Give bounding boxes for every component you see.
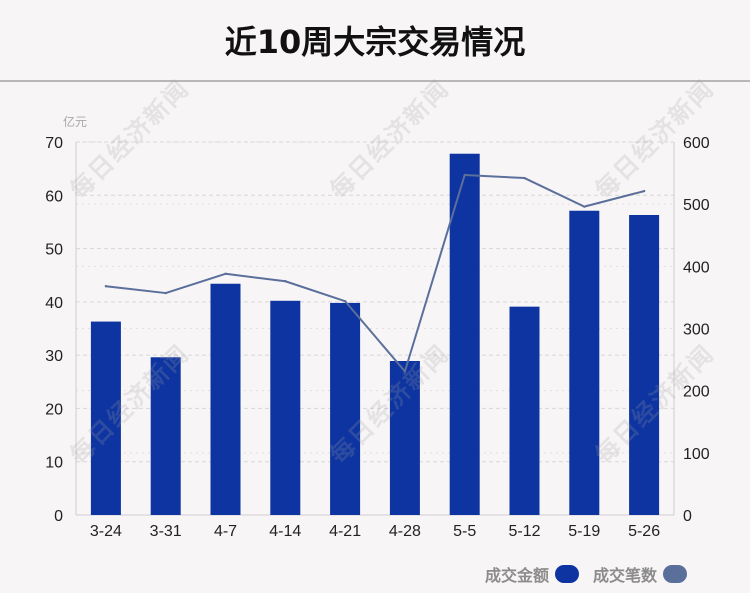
x-tick-label: 4-7	[214, 523, 237, 540]
x-tick-label: 3-24	[90, 523, 122, 540]
x-tick-label: 5-26	[628, 523, 660, 540]
line-point	[463, 173, 466, 177]
bar	[389, 361, 420, 515]
x-tick-label: 4-28	[389, 523, 421, 540]
line-point	[343, 299, 347, 303]
y-left-tick-label: 50	[45, 242, 63, 259]
y-right-tick-label: 300	[683, 322, 710, 339]
y-right-tick-label: 400	[683, 259, 710, 276]
bar	[629, 215, 660, 515]
bar	[569, 210, 600, 515]
bar	[270, 300, 301, 515]
bar	[150, 357, 181, 515]
y-left-tick-label: 30	[45, 348, 63, 365]
line-point	[104, 285, 108, 288]
bar	[330, 302, 361, 515]
bar	[210, 283, 241, 515]
legend-swatch-amount	[555, 565, 580, 583]
x-tick-label: 4-21	[329, 523, 361, 540]
y-left-tick-label: 70	[45, 135, 63, 152]
line-point	[164, 291, 167, 295]
line-point	[523, 176, 526, 180]
line-series-count	[105, 173, 645, 373]
x-tick-label: 5-5	[453, 523, 476, 540]
y-left-tick-label: 20	[45, 401, 63, 418]
chart-title: 近10周大宗交易情况	[224, 23, 526, 61]
y-left-tick-label: 40	[45, 295, 63, 312]
bar	[509, 306, 540, 515]
legend-item-count: 成交笔数	[593, 562, 688, 586]
x-tick-label: 5-12	[508, 523, 540, 540]
x-tick-label: 3-31	[150, 523, 182, 540]
y-left-unit: 亿元	[63, 114, 87, 129]
legend-swatch-count	[663, 565, 688, 583]
chart-legend: 成交金额 成交笔数	[485, 562, 688, 586]
line-point	[284, 280, 287, 283]
y-left-tick-label: 0	[54, 508, 63, 525]
bar	[90, 321, 121, 515]
line-point	[642, 189, 646, 193]
bar	[449, 153, 480, 516]
y-right-tick-label: 200	[683, 384, 710, 401]
legend-item-amount: 成交金额	[485, 562, 580, 586]
y-right-tick-label: 100	[683, 446, 710, 463]
y-left-tick-label: 60	[45, 188, 63, 205]
y-right-tick-label: 0	[683, 508, 692, 525]
x-tick-label: 5-19	[568, 523, 600, 540]
legend-label-count: 成交笔数	[593, 566, 658, 585]
line-point	[224, 272, 227, 275]
y-right-tick-label: 600	[683, 135, 710, 152]
line-point	[583, 205, 586, 208]
legend-label-amount: 成交金额	[485, 566, 550, 585]
title-divider	[0, 80, 750, 82]
y-left-tick-label: 10	[45, 455, 63, 472]
y-right-tick-label: 500	[683, 197, 710, 214]
line-point	[403, 370, 407, 373]
x-tick-label: 4-14	[269, 523, 301, 540]
